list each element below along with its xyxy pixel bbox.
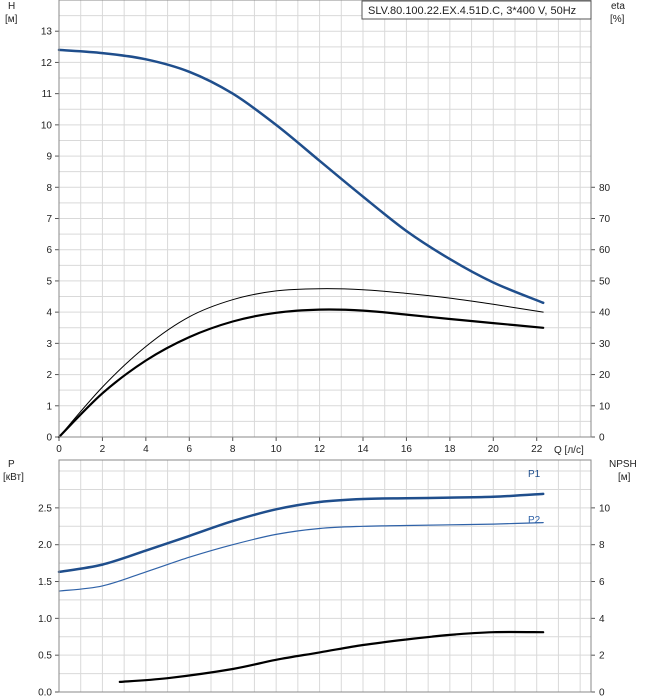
right-tick-label: 10 <box>599 503 611 514</box>
series-line-2 <box>58 522 544 592</box>
right-tick-label: 10 <box>599 401 611 412</box>
left-tick-label: 0.5 <box>38 651 52 662</box>
left-tick-label: 1 <box>46 401 52 412</box>
npsh-axis-unit: [м] <box>618 472 631 483</box>
x-tick-label: 10 <box>271 444 283 455</box>
top-grid <box>59 0 591 437</box>
left-tick-label: 4 <box>46 308 52 319</box>
right-tick-label: 50 <box>599 276 611 287</box>
right-tick-label: 0 <box>599 433 605 444</box>
x-tick-label: 18 <box>444 444 456 455</box>
top-plot-frame <box>58 0 592 438</box>
left-tick-label: 12 <box>41 58 53 69</box>
bottom-right-ticks: 0 2 4 6 8 10 <box>591 503 611 699</box>
left-tick-label: 8 <box>46 183 52 194</box>
right-tick-label: 0 <box>599 688 605 699</box>
x-tick-label: 22 <box>531 444 543 455</box>
right-tick-label: 8 <box>599 540 605 551</box>
x-tick-label: 6 <box>187 444 193 455</box>
bottom-left-ticks: 0.0 0.5 1.0 1.5 2.0 2.5 <box>38 503 59 699</box>
series-line-3 <box>118 630 545 683</box>
left-tick-label: 10 <box>41 120 53 131</box>
series-line-2 <box>58 288 544 438</box>
left-tick-label: 11 <box>42 89 53 100</box>
left-tick-label: 9 <box>46 152 52 163</box>
npsh-axis-label: NPSH <box>609 459 637 470</box>
p-axis-label: P <box>8 459 15 470</box>
p-axis-unit: [кВт] <box>3 472 24 483</box>
x-tick-label: 12 <box>314 444 326 455</box>
left-tick-label: 2.5 <box>38 503 52 514</box>
series-line-3 <box>57 308 545 439</box>
right-tick-label: 40 <box>599 308 611 319</box>
y-right-label: eta <box>611 1 625 12</box>
p1-series-label: P1 <box>528 469 541 480</box>
top-x-ticks: 0 2 4 6 8 10 12 14 16 18 20 22 <box>56 437 543 455</box>
bottom-series <box>57 492 545 683</box>
top-series <box>57 48 545 439</box>
left-tick-label: 0 <box>46 433 52 444</box>
left-tick-label: 1.0 <box>38 614 52 625</box>
bottom-plot-frame <box>58 459 592 693</box>
x-tick-label: 4 <box>143 444 149 455</box>
right-tick-label: 60 <box>599 245 611 256</box>
p2-series-label: P2 <box>528 515 541 526</box>
chart-title: SLV.80.100.22.EX.4.51D.C, 3*400 V, 50Hz <box>368 5 576 17</box>
right-tick-label: 70 <box>599 214 611 225</box>
x-tick-label: 2 <box>100 444 106 455</box>
title-box <box>361 0 592 20</box>
left-tick-label: 2 <box>46 370 52 381</box>
top-right-ticks: 0 10 20 30 40 50 60 70 80 <box>591 183 611 444</box>
right-tick-label: 20 <box>599 370 611 381</box>
left-tick-label: 13 <box>41 27 53 38</box>
left-tick-label: 7 <box>46 214 52 225</box>
x-tick-label: 14 <box>357 444 369 455</box>
y-right-unit: [%] <box>610 14 625 25</box>
x-tick-label: 20 <box>488 444 500 455</box>
left-tick-label: 5 <box>46 276 52 287</box>
y-left-label: H <box>8 1 15 12</box>
series-line-1 <box>57 48 545 305</box>
x-tick-label: 16 <box>401 444 413 455</box>
left-tick-label: 0.0 <box>38 688 52 699</box>
left-tick-label: 2.0 <box>38 540 52 551</box>
x-tick-label: 0 <box>56 444 62 455</box>
y-left-unit: [м] <box>5 14 18 25</box>
left-tick-label: 3 <box>46 339 52 350</box>
right-tick-label: 6 <box>599 577 605 588</box>
series-line-1 <box>57 492 545 574</box>
x-axis-label: Q [л/с] <box>554 445 584 456</box>
right-tick-label: 80 <box>599 183 611 194</box>
right-tick-label: 30 <box>599 339 611 350</box>
bottom-grid <box>59 460 591 692</box>
right-tick-label: 2 <box>599 651 605 662</box>
x-tick-label: 8 <box>230 444 236 455</box>
right-tick-label: 4 <box>599 614 605 625</box>
left-tick-label: 1.5 <box>38 577 52 588</box>
left-tick-label: 6 <box>46 245 52 256</box>
